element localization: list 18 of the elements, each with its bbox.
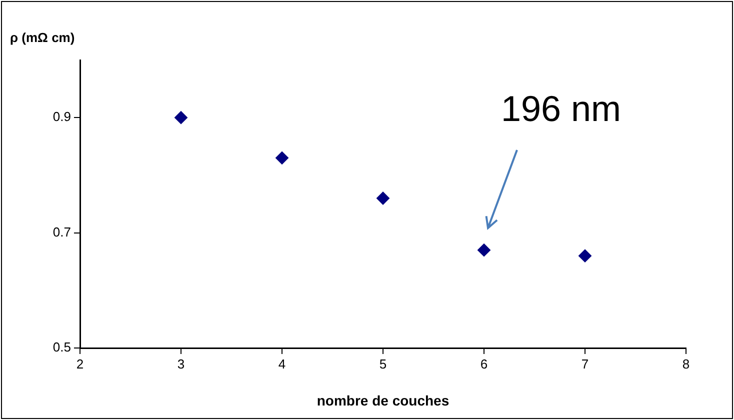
y-tick-label: 0.9: [52, 109, 71, 124]
x-tick-label: 4: [278, 356, 286, 372]
point: [578, 249, 592, 262]
point: [276, 151, 288, 164]
y-tick-label: 0.7: [52, 224, 71, 240]
x-axis-title: nombre de couches: [316, 392, 450, 408]
annotation: 196 nm: [500, 88, 622, 129]
x-tick-label: 2: [76, 356, 84, 372]
x-tick-label: 3: [177, 356, 185, 372]
y-axis-title: ρ (mΩ cm): [10, 30, 75, 45]
x-tick-label: 8: [682, 356, 690, 372]
point: [478, 244, 490, 257]
point: [376, 192, 390, 205]
point: [174, 111, 188, 124]
x-tick-label: 7: [581, 356, 589, 372]
y-tick-label: 0.5: [52, 340, 71, 355]
x-tick-label: 5: [379, 356, 387, 372]
x-tick-label: 6: [480, 356, 488, 372]
